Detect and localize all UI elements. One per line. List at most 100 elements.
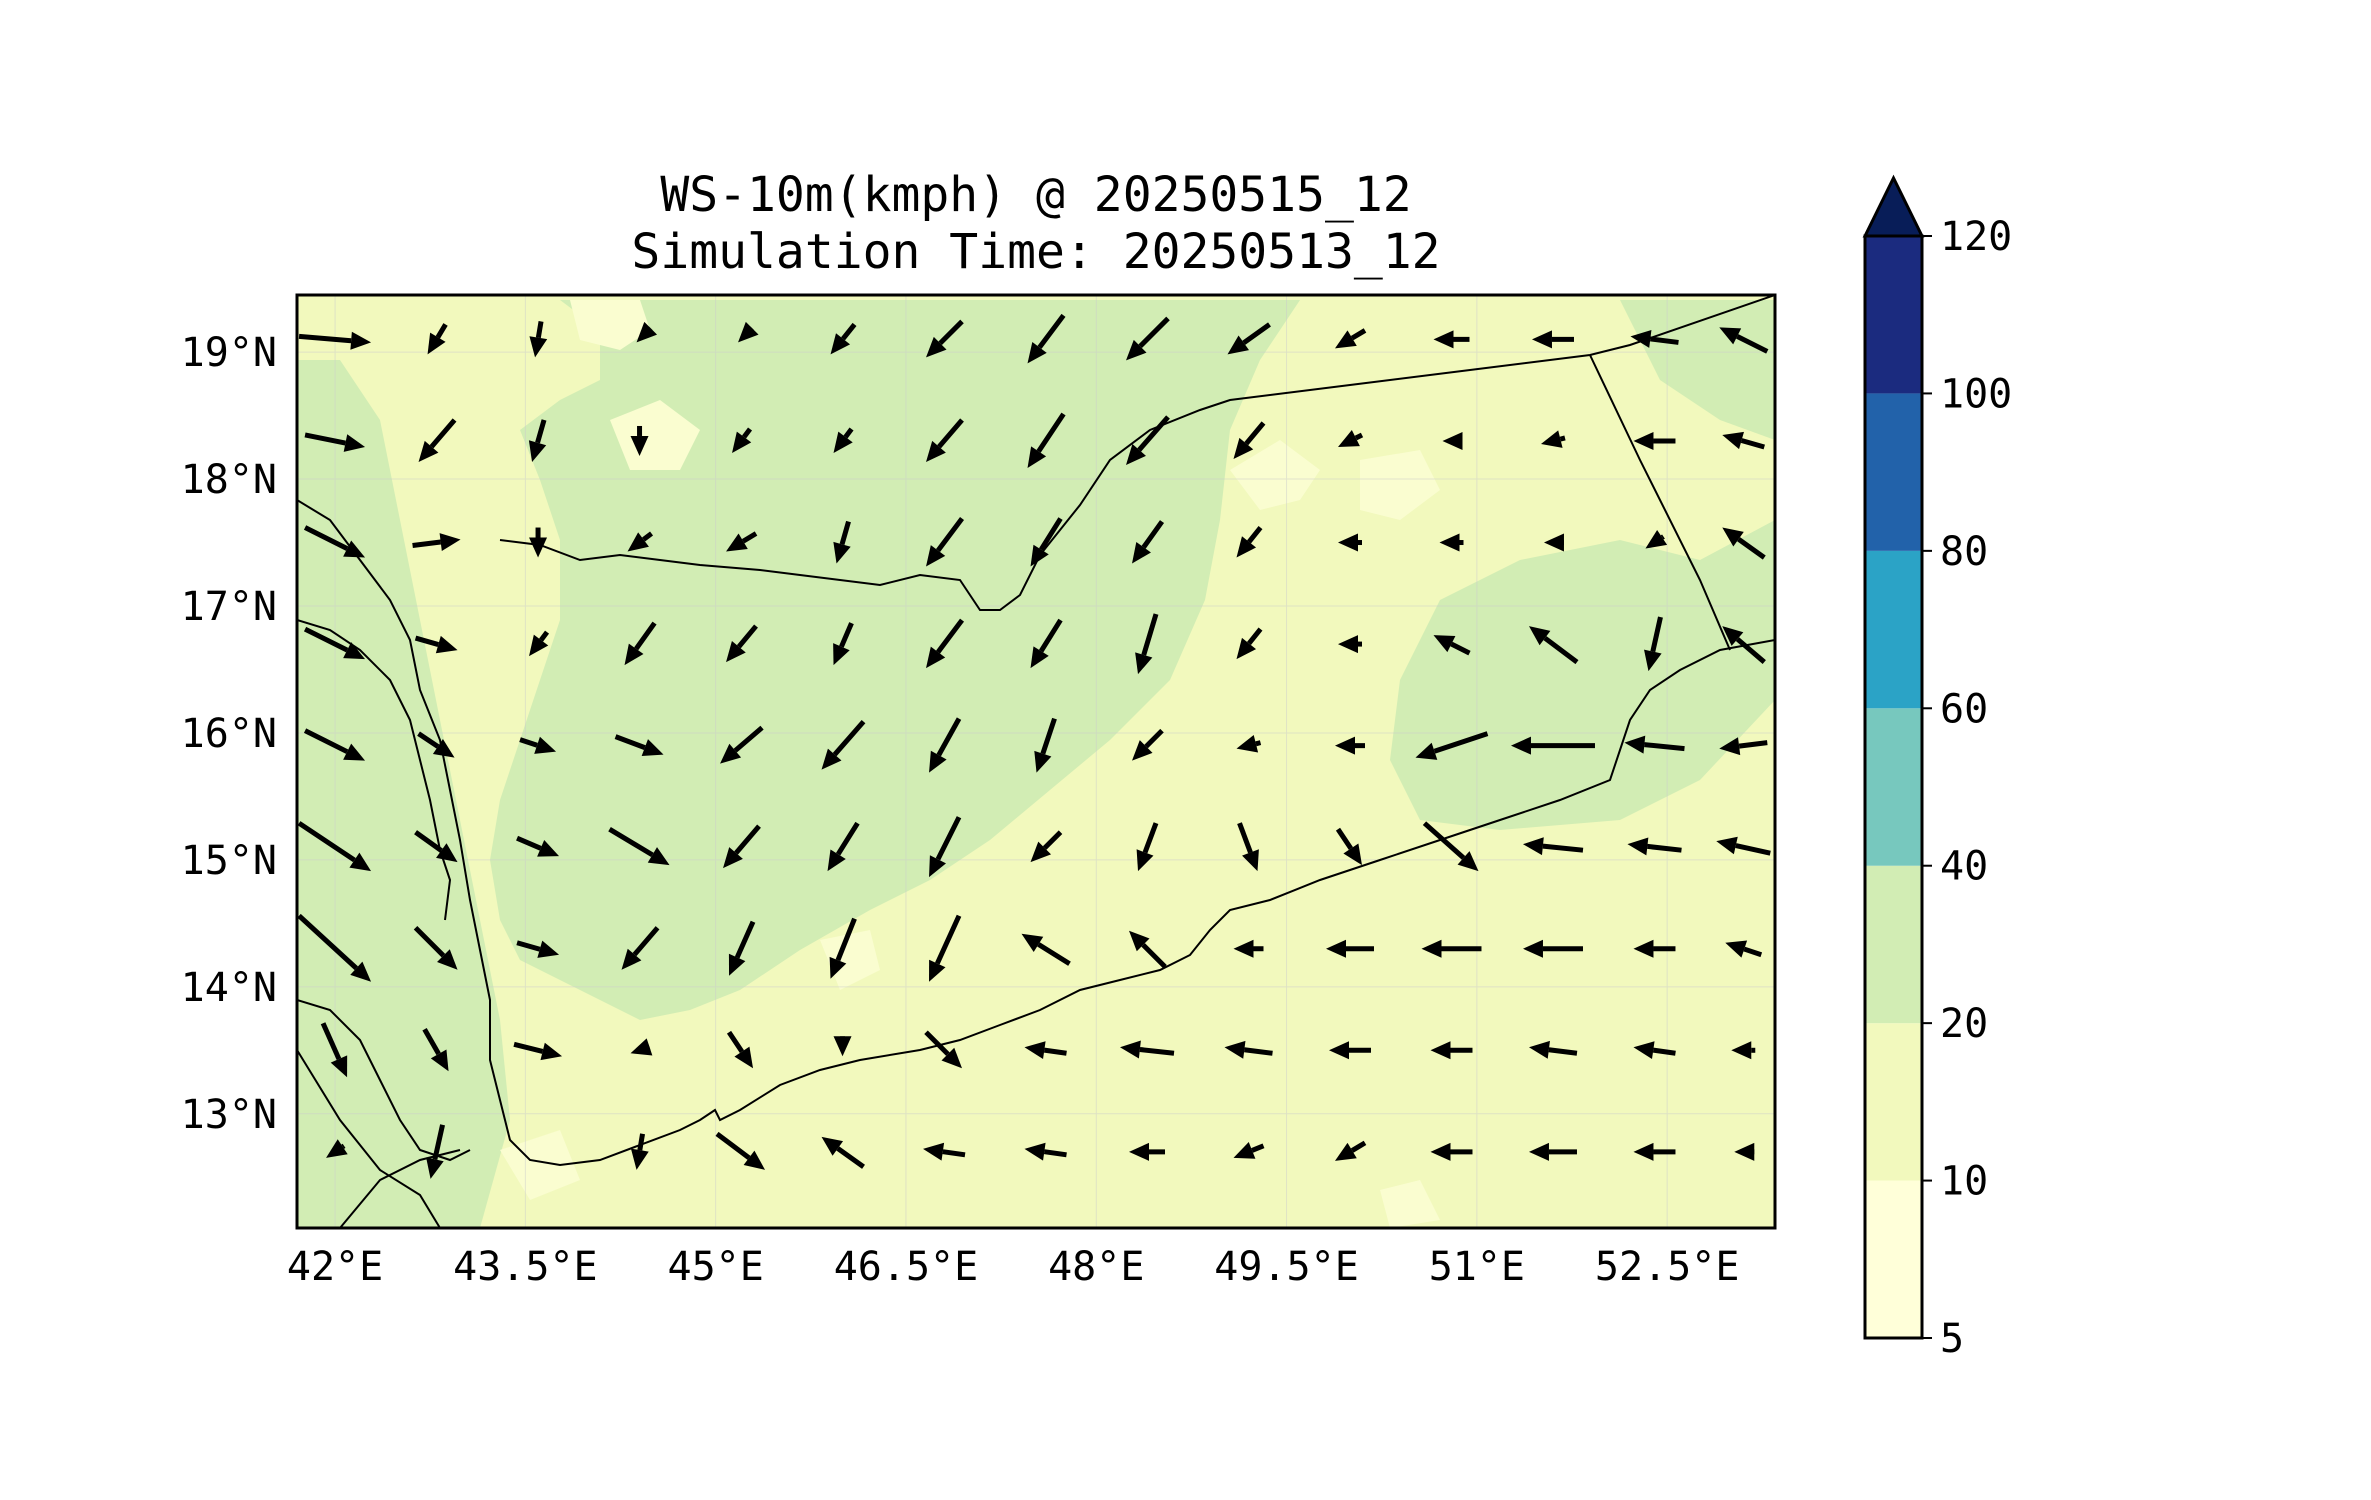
wind-arrow: [1126, 415, 1170, 465]
wind-arrow: [1719, 327, 1769, 354]
wind-arrow: [1528, 626, 1579, 665]
wind-arrow: [1120, 1040, 1175, 1059]
wind-arrow: [1633, 1142, 1676, 1161]
colorbar-tick-label: 5: [1940, 1316, 1964, 1362]
wind-arrow: [528, 419, 547, 462]
colorbar-tick-label: 20: [1940, 1001, 1988, 1047]
wind-arrow: [529, 321, 548, 358]
figure-title-line1: WS-10m(kmph) @ 20250515_12: [660, 167, 1411, 223]
colorbar-tick-label: 80: [1940, 529, 1988, 575]
wind-arrow: [1442, 431, 1463, 450]
lat-tick-label: 14°N: [181, 965, 277, 1011]
wind-arrow: [1132, 520, 1165, 564]
wind-arrow: [1030, 618, 1063, 669]
wind-arrow: [1510, 736, 1595, 755]
wind-arrow: [726, 624, 758, 663]
wind-arrow: [513, 1041, 563, 1061]
wind-arrow: [1543, 533, 1564, 552]
djibouti-border: [339, 1149, 461, 1228]
map-frame: [295, 293, 1777, 1230]
wind-arrow: [732, 427, 753, 453]
wind-arrow: [1433, 330, 1470, 349]
wind-arrow: [738, 321, 759, 343]
wind-arrow: [1027, 412, 1066, 468]
wind-arrow: [1337, 533, 1362, 552]
wind-arrow: [1522, 939, 1583, 958]
lat-tick-label: 13°N: [181, 1092, 277, 1138]
map-area: [297, 295, 1775, 1228]
wind-arrow: [1337, 635, 1362, 654]
wind-arrow: [1236, 525, 1263, 558]
wind-arrow: [519, 736, 557, 754]
wind-arrow: [1433, 635, 1471, 656]
african-coastline: [297, 619, 452, 921]
wind-arrow: [929, 717, 962, 773]
wind-arrow: [833, 622, 854, 666]
horn-of-africa-coastline: [297, 999, 471, 1162]
wind-arrow: [630, 1133, 649, 1170]
colorbar: 5 10 20 40 60 80 100 120: [1862, 174, 2012, 1362]
wind-arrow: [1224, 1040, 1273, 1059]
wind-arrow: [412, 533, 461, 551]
yemen-oman-border: [1589, 354, 1731, 651]
wind-arrow: [326, 1139, 348, 1158]
wind-arrow: [1030, 517, 1063, 567]
wind-arrow: [297, 821, 372, 872]
wind-arrow: [636, 321, 658, 343]
wind-arrow: [320, 1022, 348, 1078]
wind-arrow: [1439, 533, 1464, 552]
wind-arrow: [303, 525, 366, 558]
wind-arrow: [1719, 737, 1768, 756]
lat-tick-label: 15°N: [181, 838, 277, 884]
wind-arrow: [926, 319, 964, 358]
wind-arrow: [923, 1142, 966, 1161]
wind-arrow: [1233, 1142, 1265, 1159]
wind-arrow: [833, 427, 854, 453]
wind-arrow: [417, 731, 455, 758]
wind-arrow: [1024, 1142, 1067, 1161]
wind-arrow: [1422, 821, 1479, 872]
wind-arrow: [1135, 613, 1159, 675]
wind-arrow: [516, 835, 560, 857]
wind-arrow: [529, 527, 548, 558]
wind-speed-light-patches: [500, 300, 1440, 1228]
wind-arrow: [630, 425, 649, 456]
wind-arrow: [1132, 728, 1164, 761]
wind-arrow: [829, 917, 857, 979]
wind-arrow: [726, 531, 758, 552]
wind-arrow: [1233, 421, 1266, 459]
wind-arrow: [303, 728, 366, 761]
wind-arrow: [926, 418, 964, 462]
wind-arrow: [1722, 527, 1766, 560]
colorbar-segment: [1865, 865, 1922, 1024]
colorbar-tick-label: 10: [1940, 1159, 1988, 1205]
wind-arrow: [1528, 1142, 1577, 1161]
wind-arrow: [1531, 330, 1574, 349]
wind-arrow: [1522, 837, 1584, 856]
wind-arrow: [1430, 1041, 1473, 1060]
wind-arrow: [414, 830, 458, 863]
wind-arrow: [929, 816, 962, 878]
wind-arrow: [1024, 1041, 1067, 1060]
wind-arrow: [1725, 940, 1763, 958]
wind-arrow: [414, 635, 458, 654]
wind-arrow: [1731, 1041, 1756, 1060]
wind-arrow: [1334, 328, 1367, 349]
wind-arrow: [1421, 939, 1482, 958]
wind-arrow: [1633, 431, 1676, 450]
wind-arrow: [1430, 1142, 1473, 1161]
colorbar-segment: [1865, 1180, 1922, 1338]
wind-arrow: [1644, 616, 1663, 672]
wind-arrow: [821, 719, 866, 770]
wind-arrow: [1334, 1140, 1367, 1161]
wind-vector-field: [297, 313, 1771, 1179]
wind-arrow: [728, 920, 756, 976]
wind-arrow: [821, 1136, 865, 1169]
wind-arrow: [1734, 1142, 1755, 1161]
wind-arrow: [1528, 1040, 1578, 1059]
lat-tick-label: 17°N: [181, 584, 277, 630]
wind-arrow: [723, 824, 761, 869]
wind-arrow: [1415, 731, 1489, 760]
wind-arrow: [516, 940, 560, 958]
